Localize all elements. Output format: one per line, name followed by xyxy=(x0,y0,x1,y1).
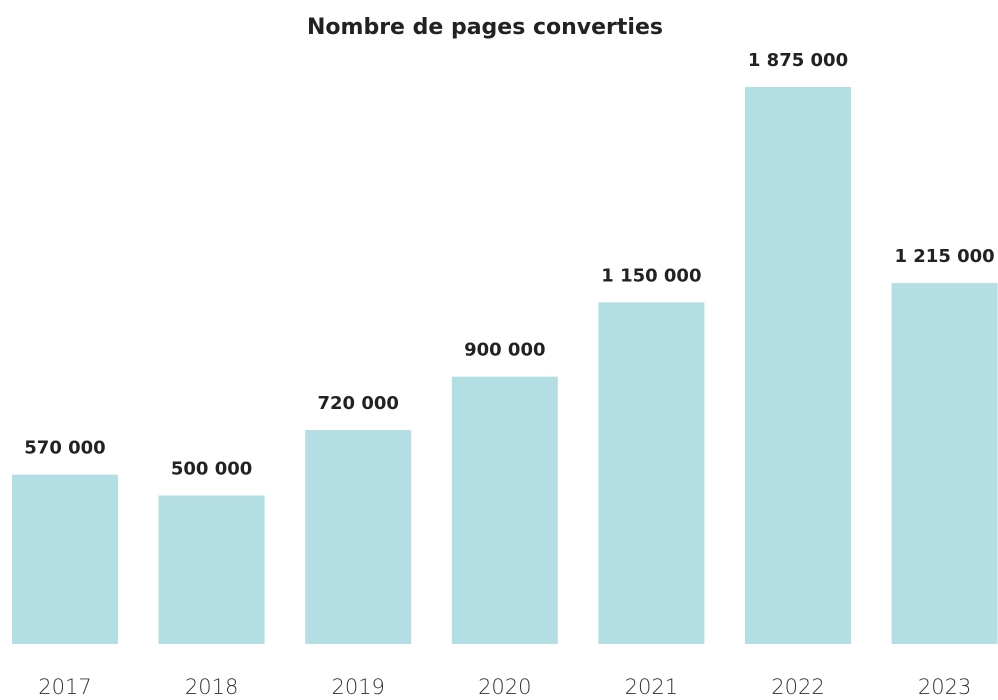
x-tick-label: 2019 xyxy=(331,675,384,699)
x-tick-label: 2018 xyxy=(185,675,238,699)
value-label: 500 000 xyxy=(171,458,252,479)
x-tick-label: 2022 xyxy=(771,675,824,699)
value-label: 1 150 000 xyxy=(601,265,701,286)
x-tick-label: 2017 xyxy=(38,675,91,699)
value-label: 570 000 xyxy=(24,438,105,459)
value-label: 720 000 xyxy=(317,393,398,414)
chart-title: Nombre de pages converties xyxy=(307,15,663,40)
value-label: 900 000 xyxy=(464,340,545,361)
x-tick-label: 2021 xyxy=(625,675,678,699)
x-tick-label: 2023 xyxy=(918,675,971,699)
bar xyxy=(305,430,412,644)
bar xyxy=(158,495,265,644)
bar xyxy=(745,87,851,644)
bar xyxy=(891,283,998,644)
bar xyxy=(12,474,118,644)
bar xyxy=(451,376,558,644)
value-label: 1 875 000 xyxy=(748,50,848,71)
bar xyxy=(598,302,705,644)
x-tick-label: 2020 xyxy=(478,675,531,699)
value-label: 1 215 000 xyxy=(894,246,994,267)
